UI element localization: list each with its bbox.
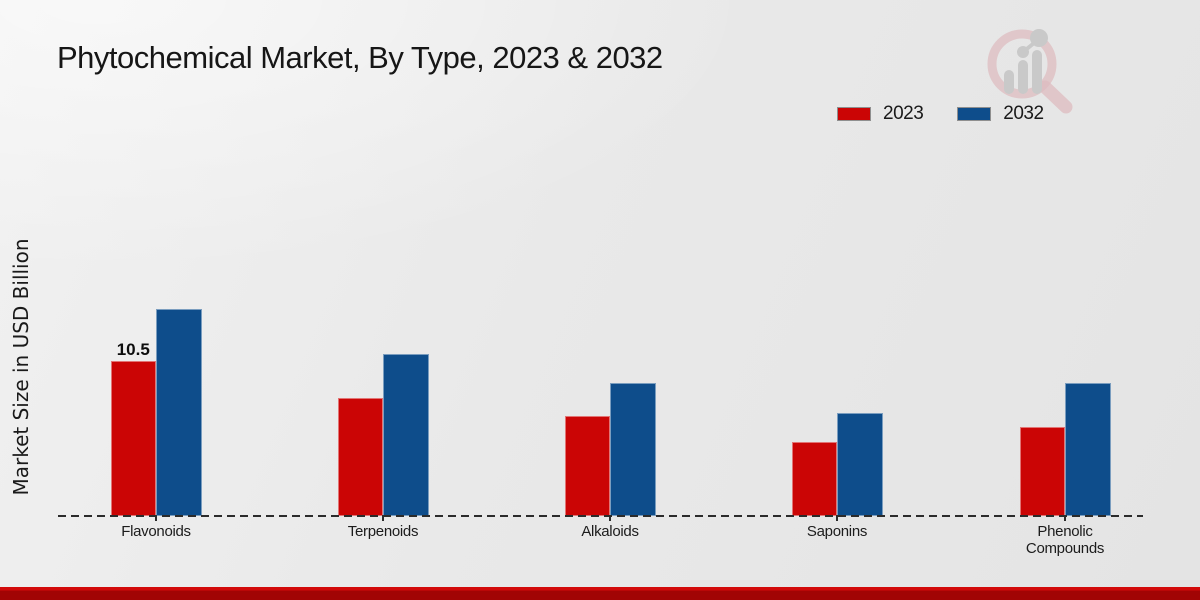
category-label-terpenoids: Terpenoids [347,523,419,540]
bar-2023-saponins [791,442,837,516]
bar-2032-saponins [837,412,883,516]
bottom-accent-bar [0,587,1200,600]
category-label-saponins: Saponins [806,523,868,540]
bar-2023-phenolic-compounds [1019,427,1065,516]
bar-2032-flavonoids [156,309,202,516]
bar-value-label: 10.5 [116,340,150,360]
legend-item-2023: 2023 [837,103,924,125]
legend-item-2032: 2032 [957,103,1044,125]
category-label-alkaloids: Alkaloids [581,523,639,540]
category-label-flavonoids: Flavonoids [121,523,191,540]
x-axis-tick [382,515,384,521]
x-axis-baseline [58,515,1143,517]
chart-title: Phytochemical Market, By Type, 2023 & 20… [57,40,663,75]
bar-2032-phenolic-compounds [1065,383,1111,516]
x-axis-tick [155,515,157,521]
legend-label-2023: 2023 [883,103,924,124]
x-axis-tick [1064,515,1066,521]
legend-swatch-2032 [957,107,992,121]
bar-2023-alkaloids [564,415,610,516]
bar-2032-terpenoids [383,353,429,516]
bar-2032-alkaloids [610,383,656,516]
legend: 2023 2032 [837,103,1044,125]
category-label-phenolic-compounds: Phenolic Compounds [1025,523,1105,558]
x-axis-tick [836,515,838,521]
legend-label-2032: 2032 [1003,103,1044,124]
magnifier-bar-chart-logo-icon [987,29,1073,114]
bar-2023-flavonoids [110,361,156,516]
x-axis-tick [609,515,611,521]
bar-2023-terpenoids [337,397,383,516]
legend-swatch-2023 [837,107,871,121]
